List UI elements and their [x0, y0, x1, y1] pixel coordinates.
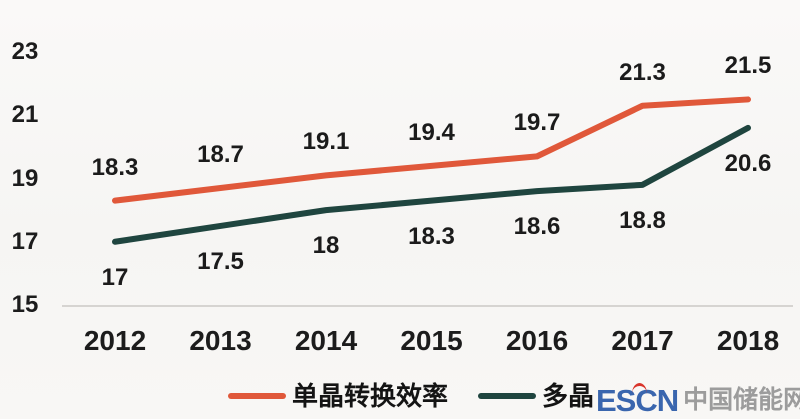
legend: 单晶转换效率 多晶 — [228, 383, 594, 409]
y-tick-label: 23 — [11, 38, 39, 65]
x-tick-label: 2012 — [83, 325, 147, 356]
series-line-0 — [112, 96, 751, 204]
data-point-label: 17 — [101, 263, 129, 291]
legend-item: 多晶 — [478, 383, 594, 409]
series-line-1 — [112, 124, 751, 245]
x-tick-label: 2014 — [294, 325, 358, 356]
legend-line-swatch-icon — [228, 393, 286, 399]
data-point-label: 18.7 — [197, 140, 244, 168]
x-tick-label: 2018 — [716, 325, 780, 356]
data-point-label: 19.1 — [302, 128, 350, 156]
data-point-label: 18.8 — [619, 206, 666, 234]
data-point-label: 18.3 — [408, 222, 455, 250]
data-point-label: 19.7 — [513, 109, 561, 137]
watermark-red-accent-icon — [632, 383, 647, 395]
watermark: ESCN 中国储能网 — [596, 383, 800, 416]
x-tick-label: 2017 — [611, 325, 674, 356]
data-point-label: 18.3 — [91, 153, 139, 181]
data-point-label: 21.5 — [724, 52, 772, 80]
watermark-brand-text: ESCN — [596, 383, 679, 416]
legend-label: 单晶转换效率 — [292, 381, 449, 411]
y-tick-label: 19 — [11, 164, 39, 192]
data-point-label: 17.5 — [197, 247, 244, 275]
data-point-label: 19.4 — [408, 118, 455, 146]
legend-item: 单晶转换效率 — [228, 383, 448, 409]
x-tick-label: 2013 — [189, 325, 252, 356]
data-point-label: 18.6 — [513, 213, 561, 241]
y-tick-label: 21 — [11, 101, 39, 129]
x-tick-label: 2015 — [400, 325, 463, 356]
data-point-label: 20.6 — [724, 149, 772, 177]
watermark-site-name: 中国储能网 — [683, 386, 800, 414]
y-tick-label: 17 — [11, 227, 39, 255]
data-point-label: 18 — [312, 232, 340, 260]
legend-label: 多晶 — [542, 381, 595, 411]
legend-line-swatch-icon — [478, 393, 537, 399]
x-tick-label: 2016 — [505, 325, 569, 356]
data-point-label: 21.3 — [619, 58, 666, 86]
y-tick-label: 15 — [11, 291, 39, 318]
